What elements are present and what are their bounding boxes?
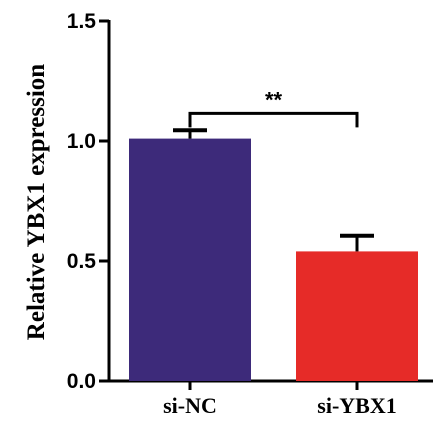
x-ticks: si-NC si-YBX1 [163,381,397,418]
bar-si-ybx1 [296,251,418,381]
error-bars [173,128,374,252]
significance-line [188,111,359,128]
y-tick-label: 1.5 [67,10,97,33]
y-tick-label: 1.0 [67,130,96,153]
x-tick-label: si-YBX1 [317,393,396,418]
significance-bracket: ** [188,87,359,128]
y-axis-label: Relative YBX1 expression [23,64,50,340]
y-ticks: 0.0 0.5 1.0 1.5 [67,10,109,393]
bars [129,138,418,381]
y-tick-label: 0.0 [67,370,96,393]
y-tick-label: 0.5 [67,250,97,273]
x-tick-label: si-NC [163,393,217,418]
significance-label: ** [265,87,283,112]
bar-si-nc [129,138,251,381]
